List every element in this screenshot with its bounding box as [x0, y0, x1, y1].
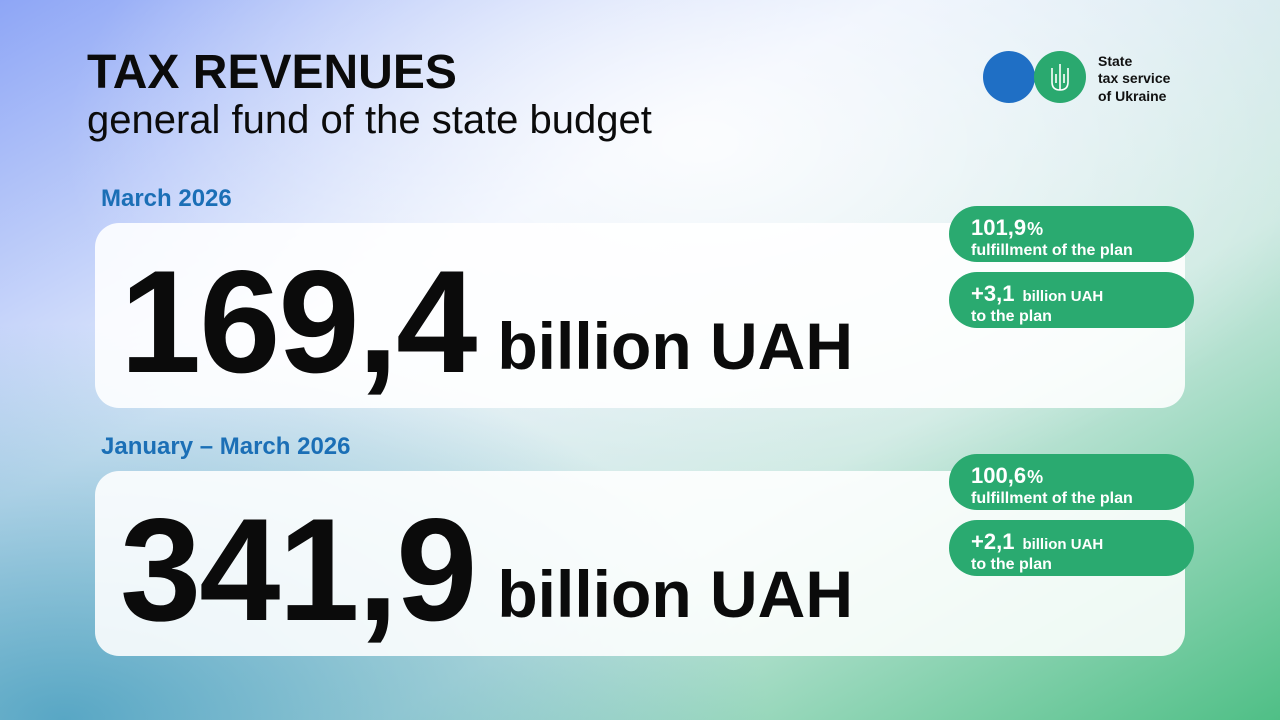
badge-suffix: billion UAH	[1022, 288, 1103, 305]
title: TAX REVENUES	[87, 46, 457, 99]
period-label: January – March 2026	[101, 433, 350, 460]
badge-value: 101,9	[971, 215, 1026, 240]
badge	[949, 454, 1194, 510]
trident-icon	[1051, 64, 1069, 91]
badge	[949, 206, 1194, 262]
logo-text: of Ukraine	[1098, 88, 1167, 104]
subtitle: general fund of the state budget	[87, 98, 652, 142]
amount-unit: billion UAH	[497, 309, 853, 383]
badge-value: 100,6	[971, 463, 1026, 488]
badge-caption: fulfillment of the plan	[971, 242, 1133, 259]
badge-value: +3,1	[971, 281, 1014, 306]
badge-caption: to the plan	[971, 308, 1052, 325]
period-label: March 2026	[101, 185, 232, 212]
badge-suffix: %	[1027, 219, 1043, 239]
logo-text: State	[1098, 53, 1132, 69]
logo-circle	[983, 51, 1035, 103]
amount: 169,4	[120, 240, 477, 403]
value-card	[95, 471, 1185, 656]
badge-caption: to the plan	[971, 556, 1052, 573]
badge	[949, 520, 1194, 576]
logo: State tax service of Ukraine	[983, 51, 1171, 104]
badge-suffix: billion UAH	[1022, 536, 1103, 553]
logo-text: tax service	[1098, 70, 1171, 86]
badge-caption: fulfillment of the plan	[971, 490, 1133, 507]
value-card	[95, 223, 1185, 408]
badge	[949, 272, 1194, 328]
badge-suffix: %	[1027, 467, 1043, 487]
amount: 341,9	[120, 488, 475, 651]
amount-unit: billion UAH	[497, 557, 853, 631]
badge-value: +2,1	[971, 529, 1014, 554]
